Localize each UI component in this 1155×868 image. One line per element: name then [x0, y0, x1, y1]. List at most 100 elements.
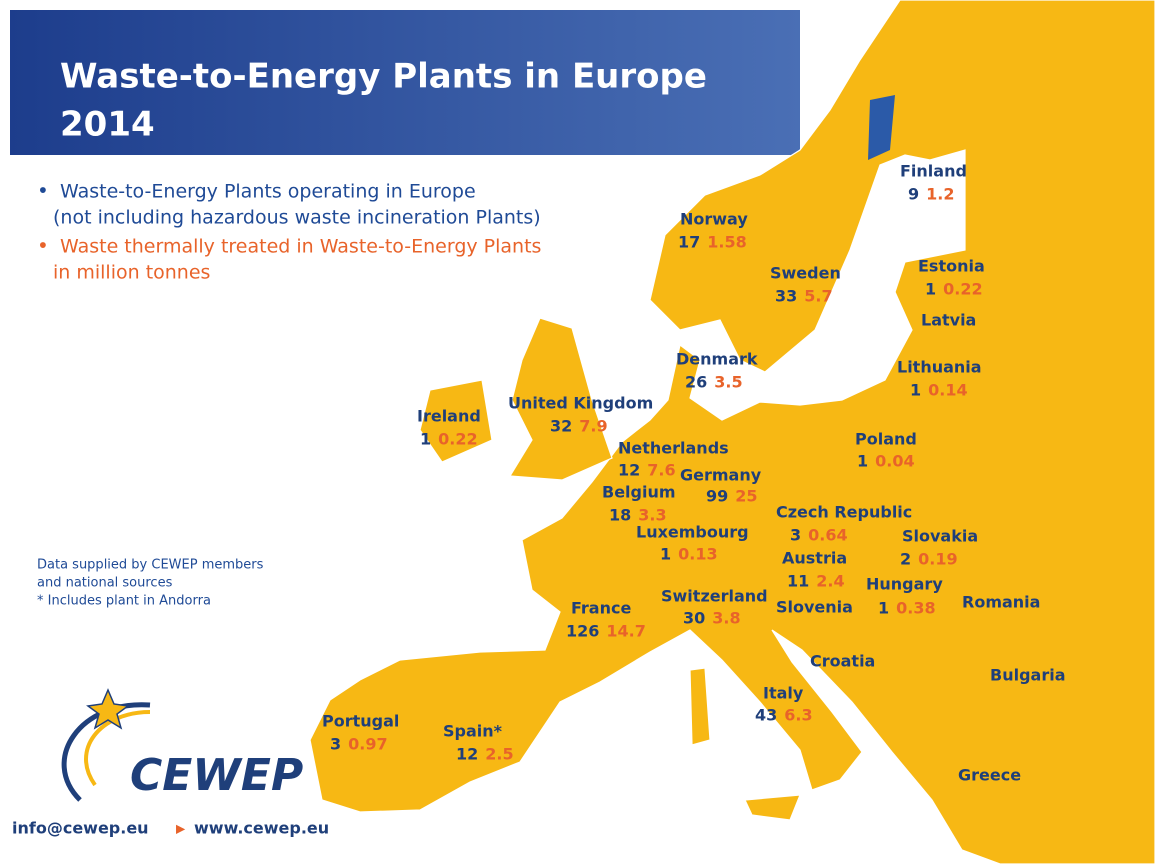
tonnes-value: 1.2: [926, 185, 954, 204]
country-name: Romania: [962, 593, 1040, 612]
logo-text: CEWEP: [130, 750, 303, 801]
country-name: Latvia: [921, 311, 976, 330]
plant-count: 3: [790, 526, 801, 545]
plant-count: 3: [330, 735, 341, 754]
country-name: Bulgaria: [990, 666, 1066, 685]
great-britain: [508, 317, 613, 481]
country-name: Norway: [680, 210, 748, 229]
tonnes-value: 3.5: [714, 373, 742, 392]
country-name: Greece: [958, 766, 1021, 785]
country-name: Italy: [763, 684, 804, 703]
country-name: Croatia: [810, 652, 875, 671]
sicily: [744, 794, 801, 821]
plant-count: 1: [420, 430, 431, 449]
tonnes-value: 0.38: [896, 599, 935, 618]
legend-text: Waste-to-Energy Plants operating in Euro…: [60, 181, 476, 203]
note: and national sources: [37, 576, 173, 591]
country-name: Luxembourg: [636, 523, 749, 542]
tonnes-value: 2.5: [485, 745, 513, 764]
country-name: Ireland: [417, 407, 481, 426]
plant-count: 17: [678, 233, 700, 252]
tonnes-value: 2.4: [816, 572, 844, 591]
footer-arrow: ▶: [176, 822, 186, 836]
note: * Includes plant in Andorra: [37, 594, 211, 609]
plant-count: 32: [550, 417, 572, 436]
plant-count: 1: [878, 599, 889, 618]
tonnes-value: 7.6: [647, 461, 675, 480]
tonnes-value: 3.3: [638, 506, 666, 525]
legend-text: Waste thermally treated in Waste-to-Ener…: [60, 236, 541, 258]
plant-count: 33: [775, 287, 797, 306]
logo-swoosh: [84, 710, 151, 787]
footer-website[interactable]: www.cewep.eu: [194, 819, 329, 838]
tonnes-value: 1.58: [707, 233, 746, 252]
tonnes-value: 0.64: [808, 526, 847, 545]
country-name: Slovenia: [776, 598, 853, 617]
country-name: Poland: [855, 430, 917, 449]
plant-count: 1: [925, 280, 936, 299]
plant-count: 1: [857, 452, 868, 471]
country-name: Netherlands: [618, 439, 729, 458]
tonnes-value: 0.97: [348, 735, 387, 754]
corsica-sardinia: [689, 667, 711, 746]
plant-count: 11: [787, 572, 809, 591]
country-name: Switzerland: [661, 587, 768, 606]
country-name: Germany: [680, 466, 762, 485]
plant-count: 12: [456, 745, 478, 764]
tonnes-value: 6.3: [784, 706, 812, 725]
tonnes-value: 14.7: [606, 622, 645, 641]
bullet: •: [37, 234, 49, 258]
plant-count: 18: [609, 506, 631, 525]
map: [309, 0, 1155, 865]
header-band: [10, 10, 800, 155]
plant-count: 9: [908, 185, 919, 204]
plant-count: 1: [910, 381, 921, 400]
country-name: Belgium: [602, 483, 676, 502]
plant-count: 126: [566, 622, 599, 641]
country-name: United Kingdom: [508, 394, 653, 413]
tonnes-value: 0.19: [918, 550, 957, 569]
plant-count: 12: [618, 461, 640, 480]
tonnes-value: 7.9: [579, 417, 607, 436]
country-name: Hungary: [866, 575, 943, 594]
tonnes-value: 3.8: [712, 609, 740, 628]
legend-text: in million tonnes: [53, 262, 210, 284]
legend-text: (not including hazardous waste incinerat…: [53, 207, 541, 229]
country-name: Czech Republic: [776, 503, 912, 522]
plant-count: 99: [706, 487, 728, 506]
country-name: Austria: [782, 549, 847, 568]
country-name: Finland: [900, 162, 967, 181]
footer-email: info@cewep.eu: [12, 819, 149, 838]
tonnes-value: 0.22: [438, 430, 477, 449]
country-name: Denmark: [676, 350, 758, 369]
continent: [309, 0, 1155, 865]
logo-star: [86, 688, 130, 730]
country-name: Estonia: [918, 257, 985, 276]
bullet: •: [37, 179, 49, 203]
title-line: Waste-to-Energy Plants in Europe: [60, 57, 707, 97]
title-line: 2014: [60, 105, 155, 145]
note: Data supplied by CEWEP members: [37, 558, 264, 573]
plant-count: 1: [660, 545, 671, 564]
country-name: Slovakia: [902, 527, 978, 546]
plant-count: 2: [900, 550, 911, 569]
plant-count: 30: [683, 609, 705, 628]
lake: [868, 95, 895, 160]
country-name: Spain*: [443, 722, 503, 741]
country-name: Lithuania: [897, 358, 982, 377]
country-name: Portugal: [322, 712, 399, 731]
tonnes-value: 0.04: [875, 452, 914, 471]
tonnes-value: 5.7: [804, 287, 832, 306]
country-name: France: [571, 599, 631, 618]
tonnes-value: 25: [735, 487, 757, 506]
tonnes-value: 0.13: [678, 545, 717, 564]
ireland: [419, 379, 493, 463]
tonnes-value: 0.14: [928, 381, 967, 400]
tonnes-value: 0.22: [943, 280, 982, 299]
plant-count: 26: [685, 373, 707, 392]
logo: CEWEP: [61, 688, 303, 802]
country-name: Sweden: [770, 264, 841, 283]
